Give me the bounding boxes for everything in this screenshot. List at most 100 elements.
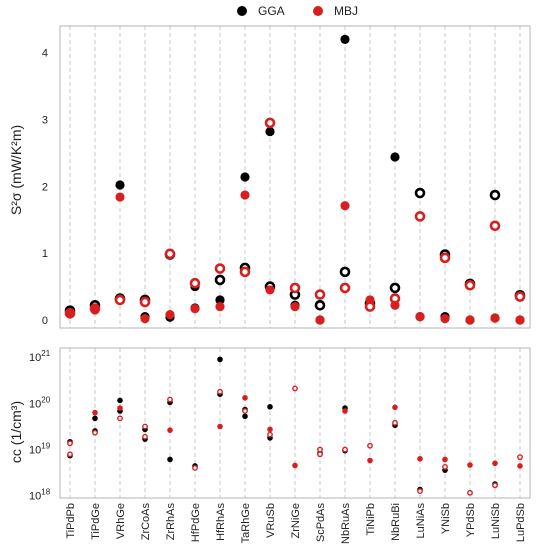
top-mbj-ring-tinipb (364, 301, 376, 312)
top-mbj-dot-zrrhas (165, 310, 175, 320)
x-tick-label-zrcoas: ZrCoAs (140, 503, 152, 541)
top-mbj-ring-vrusb (264, 117, 276, 129)
top-mbj-dot-scpdas (315, 315, 325, 325)
top-gga-ring-nbruas (339, 266, 351, 278)
bottom-mbj-ring-ynisb (442, 464, 448, 470)
bottom-y-tick-labels: 1018 1019 1020 1021 (29, 349, 51, 503)
bottom-mbj-ring-zrrhas (167, 396, 173, 403)
bottom-y-tick-label: 1019 (29, 442, 51, 457)
x-tick-label-zrrhas: ZrRhAs (165, 503, 177, 541)
x-tick-label-tinipb: TiNiPb (365, 503, 377, 536)
top-mbj-dot-tipdge (90, 305, 100, 315)
bottom-y-axis-title: cc (1/cm³) (8, 401, 24, 463)
x-tick-label-vrusb: VRuSb (265, 503, 277, 538)
bottom-mbj-ring-zrcoas (142, 423, 148, 430)
top-y-tick-label: 4 (42, 48, 48, 60)
bottom-mbj-ring-lupdsb (517, 454, 523, 461)
bottom-mbj-ring-tipdpb (67, 451, 73, 458)
x-tick-label-hfrhas: HfRhAs (215, 503, 227, 541)
bottom-plot-frame (59, 347, 531, 499)
x-tick-label-scpdas: ScPdAs (315, 503, 327, 543)
bottom-mbj-ring-scpdas (317, 446, 323, 453)
top-mbj-dot-vrusb (265, 285, 275, 295)
x-tick-label-nbruas: NbRuAs (340, 503, 352, 544)
top-gga-ring-lunias (414, 187, 426, 199)
top-gga-dot-nbruas (340, 34, 350, 44)
bottom-gga-dot-zrrhas (167, 456, 173, 463)
bottom-mbj-dot-tarhge (242, 395, 248, 401)
top-gga-dot-vrhge (115, 180, 125, 190)
top-mbj-ring-vrhge (114, 294, 126, 306)
bottom-gga-dot-hfrhas (217, 356, 223, 363)
top-mbj-dot-lupdsb (515, 315, 525, 325)
bottom-mbj-ring-tipdge (92, 429, 98, 436)
bottom-vertical-grid (69, 348, 521, 498)
top-mbj-dot-nbrubi (390, 300, 400, 310)
top-mbj-dot-hfrhas (215, 302, 225, 312)
top-mbj-ring-lupdsb (514, 291, 526, 302)
bottom-y-tick-label: 1020 (29, 395, 51, 410)
bottom-mbj-ring-zrnige (292, 385, 298, 392)
bottom-mbj-ring-tipdpb (67, 440, 73, 447)
x-category-labels: TiPdPb TiPdGe VRhGe ZrCoAs ZrRhAs HfPdGe HfRhA… (65, 503, 527, 544)
bottom-gga-dot-vrusb (267, 404, 273, 410)
bottom-mbj-ring-hfpdge (192, 465, 198, 471)
x-tick-label-tipdge: TiPdGe (90, 503, 102, 540)
bottom-mbj-dot-lunias (417, 455, 423, 462)
top-mbj-ring-zrrhas (164, 248, 176, 260)
bottom-mbj-dot-tipdge (92, 409, 98, 416)
top-mbj-ring-nbruas (339, 282, 351, 294)
x-tick-label-lunias: LuNiAs (415, 503, 427, 539)
legend-item-mbj: MBJ (313, 4, 358, 18)
bottom-mbj-ring-tinipb (367, 442, 373, 449)
top-y-tick-label: 3 (42, 115, 48, 127)
top-mbj-dot-lunisb (490, 313, 500, 323)
bottom-mbj-dot-zrrhas (167, 427, 173, 433)
top-mbj-ring-zrnige (289, 282, 301, 294)
bottom-mbj-dot-ynisb (442, 456, 448, 463)
top-y-tick-label: 2 (42, 181, 48, 193)
top-mbj-ring-ypdsb (464, 279, 476, 291)
top-mbj-dot-ypdsb (465, 315, 475, 325)
legend-marker-mbj (313, 6, 323, 16)
top-y-axis-title: S²σ (mW/K²m) (8, 125, 24, 215)
bottom-mbj-dot-lunisb (492, 460, 498, 467)
x-tick-label-tipdpb: TiPdPb (65, 503, 77, 539)
top-mbj-dot-tipdpb (65, 309, 75, 319)
top-mbj-ring-scpdas (314, 289, 326, 300)
top-mbj-dot-ynisb (440, 314, 450, 324)
x-tick-label-zrnige: ZrNiGe (290, 503, 302, 538)
bottom-gga-dot-tipdge (92, 415, 98, 422)
top-gga-ring-scpdas (314, 299, 326, 311)
top-gga-ring-hfrhas (214, 274, 226, 286)
top-gga-ring-lunisb (489, 189, 501, 201)
top-mbj-ring-hfpdge (189, 277, 201, 289)
x-tick-label-nbrubi: NbRuBi (390, 503, 402, 541)
x-tick-label-tarhge: TaRhGe (240, 503, 252, 543)
top-gga-dot-nbrubi (390, 152, 400, 162)
legend: GGA MBJ (237, 4, 358, 18)
bottom-gga-dot-vrhge (117, 397, 123, 404)
bottom-mbj-dot-hfrhas (217, 423, 223, 430)
top-data-points (64, 34, 526, 325)
bottom-mbj-dot-nbruas (342, 408, 348, 414)
bottom-mbj-ring-nbruas (342, 446, 348, 453)
legend-item-gga: GGA (237, 4, 285, 18)
bottom-mbj-dot-vrhge (117, 405, 123, 411)
top-mbj-ring-hfrhas (214, 263, 226, 274)
top-gga-dot-tarhge (240, 172, 250, 182)
top-mbj-ring-zrcoas (139, 296, 151, 308)
legend-marker-gga (237, 6, 247, 16)
top-y-tick-label: 1 (42, 248, 48, 260)
bottom-gga-dot-tarhge (242, 413, 248, 420)
bottom-mbj-ring-vrhge (117, 415, 123, 422)
top-mbj-dot-lunias (415, 312, 425, 322)
x-tick-label-ypdsb: YPdSb (465, 503, 477, 537)
x-tick-label-ynisb: YNiSb (440, 503, 452, 534)
top-mbj-ring-ynisb (439, 252, 451, 264)
top-mbj-dot-zrnige (290, 302, 300, 312)
top-mbj-dot-vrhge (115, 192, 125, 202)
legend-label-mbj: MBJ (334, 4, 358, 18)
bottom-data-points (67, 356, 523, 496)
legend-label-gga: GGA (258, 4, 285, 18)
